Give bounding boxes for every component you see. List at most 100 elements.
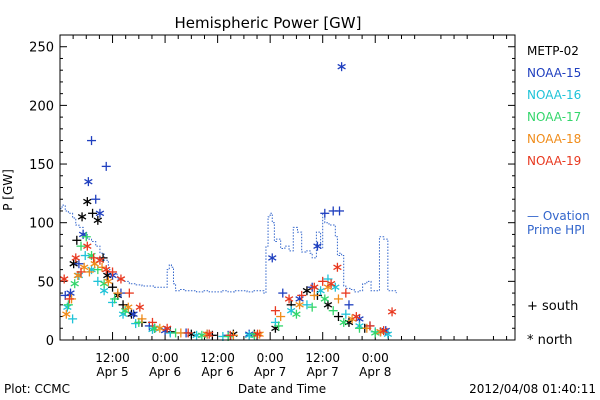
data-point-noaa-15 [91,194,101,204]
north-marker-stroke [63,304,72,310]
legend-entry: NOAA-18 [527,132,581,146]
data-point-noaa-19 [147,317,157,327]
data-point-noaa-15 [313,241,322,251]
data-point-noaa-19 [135,302,145,312]
legend: METP-02 NOAA-15 NOAA-16 NOAA-17 NOAA-18 NOAA-… [527,44,590,348]
legend-ovation: — Ovation [527,209,590,223]
data-point-noaa-19 [183,328,193,338]
legend-south: + south [527,299,578,314]
chart-title: Hemispheric Power [GW] [175,14,362,32]
ovation-prime-path [60,204,397,294]
data-point-noaa-15 [74,259,84,269]
x-tick-time: 0:00 [362,351,389,365]
data-point-noaa-16 [341,309,351,319]
north-marker-stroke [292,311,301,318]
x-tick-date: Apr 8 [359,365,391,379]
legend-entry: NOAA-17 [527,110,581,124]
data-point-metp-02 [83,197,92,207]
data-point-noaa-19 [333,262,342,272]
data-point-noaa-15 [278,288,288,298]
data-point-noaa-17 [274,321,284,331]
y-tick-label: 100 [29,217,54,232]
data-point-noaa-19 [225,330,235,340]
data-point-noaa-19 [162,323,172,333]
data-point-noaa-18 [333,294,343,304]
data-point-noaa-19 [116,274,126,284]
footer-credit: Plot: CCMC [4,382,70,396]
data-point-metp-02 [302,286,312,296]
north-marker-stroke [70,280,79,287]
data-point-noaa-19 [318,276,328,286]
data-point-noaa-17 [292,309,301,319]
north-marker-stroke [83,198,92,205]
data-point-noaa-18 [62,309,71,319]
x-tick-date: Apr 6 [202,365,234,379]
data-point-noaa-15 [95,208,105,218]
y-tick-label: 150 [29,158,54,173]
data-point-noaa-19 [76,267,86,277]
north-marker-stroke [197,332,207,339]
data-point-metp-02 [77,212,87,222]
data-point-noaa-19 [310,282,319,292]
data-point-noaa-18 [309,290,319,300]
y-tick-label: 250 [29,41,54,56]
data-point-noaa-15 [101,161,111,171]
data-point-noaa-19 [253,329,262,339]
data-point-noaa-16 [80,251,90,261]
data-points [59,62,397,341]
north-marker-stroke [71,255,80,261]
north-marker-stroke [95,257,105,264]
north-marker-stroke [323,284,333,291]
north-marker-stroke [93,217,103,224]
data-point-noaa-15 [87,136,97,146]
ovation-prime-line [60,204,397,294]
north-marker-stroke [95,210,105,217]
data-point-noaa-18 [295,300,304,310]
data-point-noaa-19 [341,288,351,298]
x-tick-time: 0:00 [257,351,284,365]
data-point-noaa-17 [63,300,73,310]
north-marker-stroke [129,311,138,318]
north-marker-stroke [331,284,340,291]
x-tick-date: Apr 5 [96,365,128,379]
north-marker-stroke [295,296,304,302]
north-marker-stroke [347,316,357,322]
legend-entry: NOAA-15 [527,66,581,80]
plot-frame [59,34,516,341]
north-marker-stroke [387,309,397,315]
y-tick-label: 0 [46,334,54,349]
data-point-metp-02 [93,215,103,225]
north-marker-stroke [379,327,388,334]
legend-entry: NOAA-16 [527,88,581,102]
north-marker-stroke [204,331,214,337]
data-point-metp-02 [333,312,343,322]
legend-entry: METP-02 [527,44,579,58]
data-point-noaa-19 [284,294,294,304]
data-point-noaa-16 [383,329,393,339]
data-point-noaa-19 [387,307,397,317]
data-point-noaa-18 [97,262,107,272]
data-point-noaa-19 [365,321,375,331]
data-point-noaa-19 [83,241,92,251]
data-point-noaa-17 [320,294,330,304]
north-marker-stroke [62,311,71,318]
y-axis-label: P [GW] [1,169,15,211]
data-point-noaa-15 [335,206,345,216]
data-point-noaa-18 [84,267,94,277]
y-tick-label: 200 [29,99,54,114]
north-marker-stroke [102,266,111,273]
data-point-noaa-19 [59,274,69,284]
north-marker-stroke [313,243,322,249]
north-marker-stroke [90,260,99,267]
x-axis-label: Date and Time [238,382,326,396]
x-tick-time: 12:00 [305,351,340,365]
north-marker-stroke [83,243,92,249]
data-point-noaa-15 [320,208,330,218]
data-point-noaa-18 [104,276,113,286]
north-marker-stroke [339,319,348,326]
north-marker-stroke [120,307,130,314]
data-point-noaa-17 [70,279,79,289]
data-point-noaa-15 [268,253,277,263]
data-point-noaa-16 [331,282,340,292]
north-marker-stroke [310,284,319,291]
